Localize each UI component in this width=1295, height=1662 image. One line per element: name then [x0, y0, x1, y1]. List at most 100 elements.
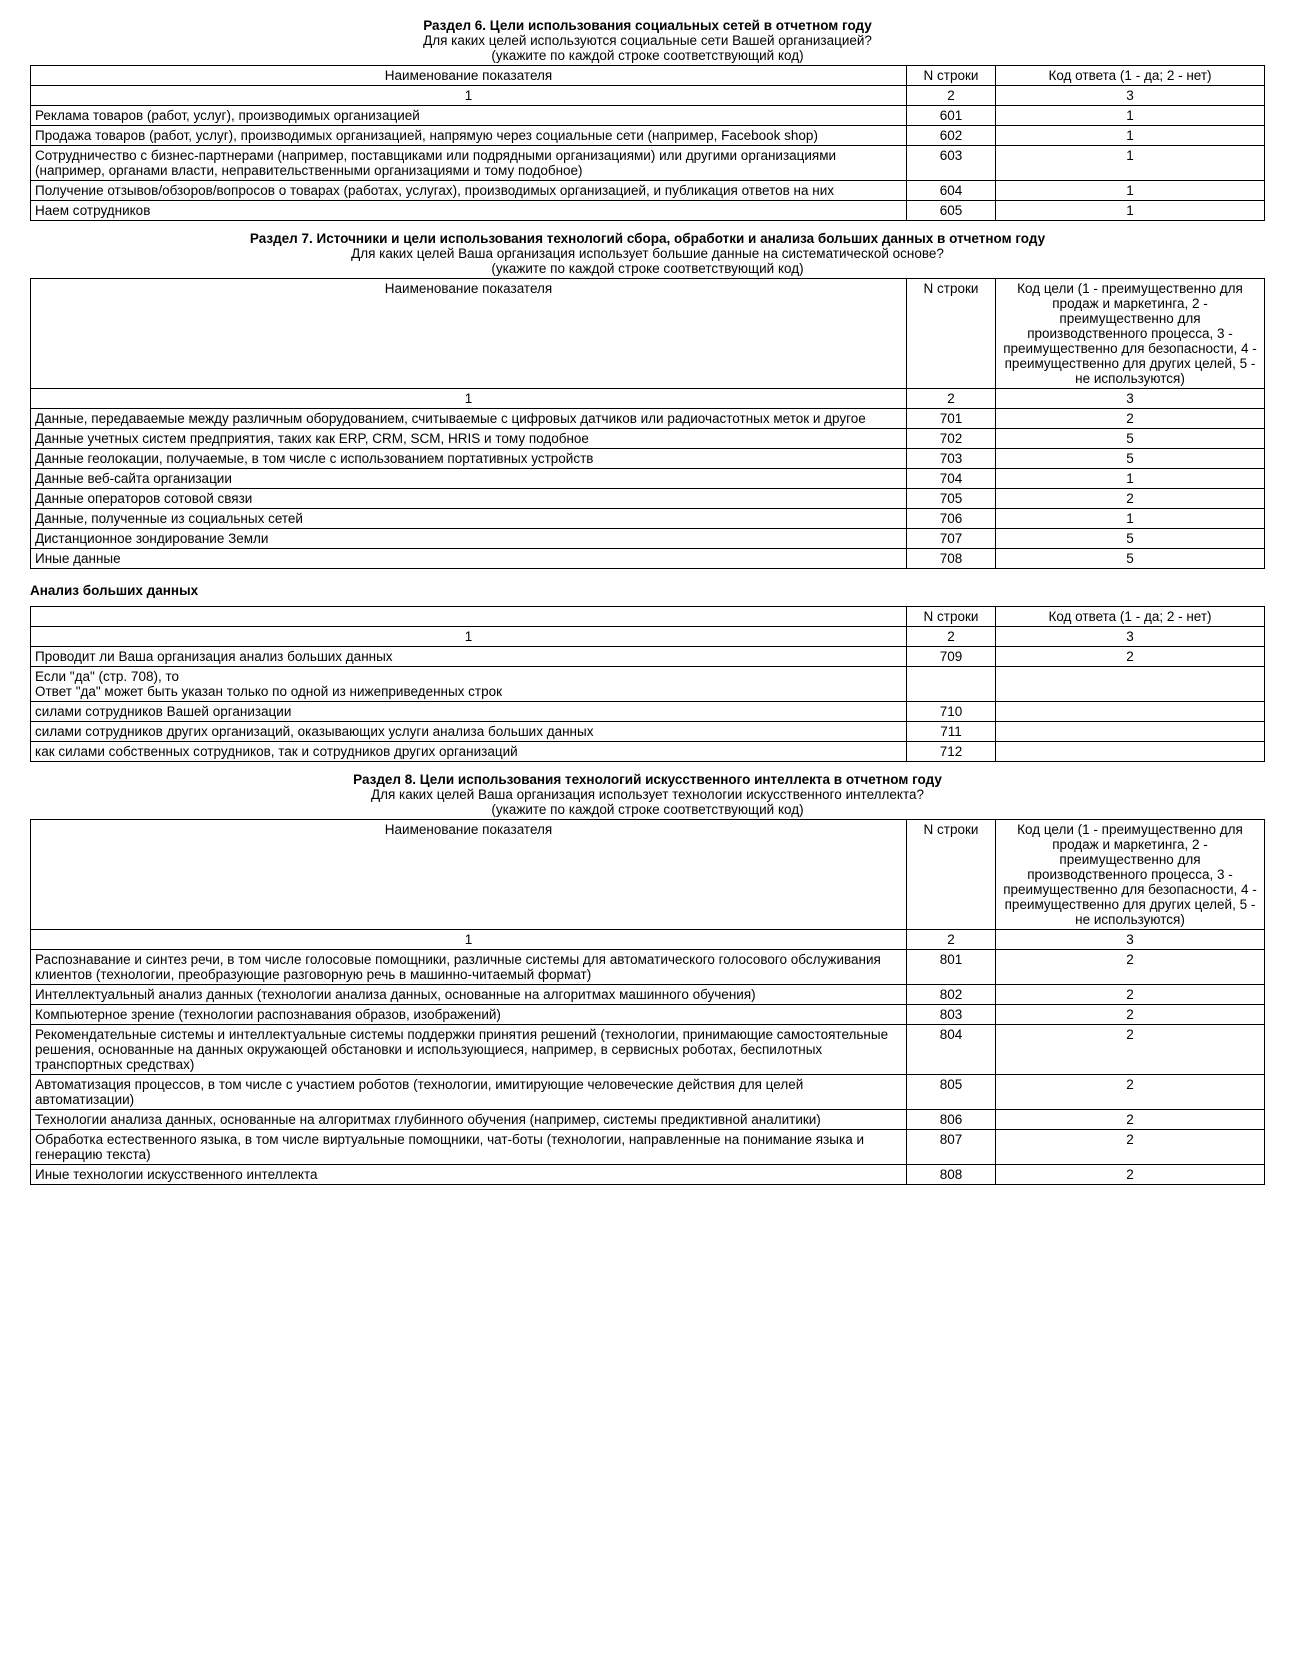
table-row: Продажа товаров (работ, услуг), производ…	[31, 126, 1265, 146]
section6-body: Реклама товаров (работ, услуг), производ…	[31, 106, 1265, 221]
table-row: Данные учетных систем предприятия, таких…	[31, 429, 1265, 449]
table-row: Данные, передаваемые между различным обо…	[31, 409, 1265, 429]
colnum-3: 3	[996, 86, 1265, 106]
col-code: Код ответа (1 - да; 2 - нет)	[996, 66, 1265, 86]
cell-code: 2	[996, 1025, 1265, 1075]
cell-num: 808	[907, 1165, 996, 1185]
table-row: Компьютерное зрение (технологии распозна…	[31, 1005, 1265, 1025]
cell-code: 2	[996, 1075, 1265, 1110]
table-row: Распознавание и синтез речи, в том числе…	[31, 950, 1265, 985]
cell-name: Обработка естественного языка, в том чис…	[31, 1130, 907, 1165]
cell-code: 5	[996, 449, 1265, 469]
col-num: N строки	[907, 820, 996, 930]
colnum-3: 3	[996, 389, 1265, 409]
cell-code	[996, 722, 1265, 742]
cell-name: Продажа товаров (работ, услуг), производ…	[31, 126, 907, 146]
colnum-3: 3	[996, 627, 1265, 647]
cell-num: 601	[907, 106, 996, 126]
cell-name: Данные геолокации, получаемые, в том чис…	[31, 449, 907, 469]
cell-name: Получение отзывов/обзоров/вопросов о тов…	[31, 181, 907, 201]
cell-name: Наем сотрудников	[31, 201, 907, 221]
cell-name: Технологии анализа данных, основанные на…	[31, 1110, 907, 1130]
cell-code: 5	[996, 429, 1265, 449]
cell-code: 2	[996, 1110, 1265, 1130]
cell-name: Реклама товаров (работ, услуг), производ…	[31, 106, 907, 126]
section8-title: Раздел 8. Цели использования технологий …	[30, 772, 1265, 787]
col-code: Код цели (1 - преимущественно для продаж…	[996, 279, 1265, 389]
cell-code: 1	[996, 181, 1265, 201]
section7b-heading: Анализ больших данных	[30, 583, 1265, 598]
cell-num: 804	[907, 1025, 996, 1075]
col-name	[31, 607, 907, 627]
cell-name: Данные, полученные из социальных сетей	[31, 509, 907, 529]
cell-name: как силами собственных сотрудников, так …	[31, 742, 907, 762]
table-colnum-row: 1 2 3	[31, 86, 1265, 106]
col-name: Наименование показателя	[31, 66, 907, 86]
cell-name: Автоматизация процессов, в том числе с у…	[31, 1075, 907, 1110]
col-num: N строки	[907, 66, 996, 86]
colnum-2: 2	[907, 86, 996, 106]
colnum-3: 3	[996, 930, 1265, 950]
cell-num: 703	[907, 449, 996, 469]
table-header-row: Наименование показателя N строки Код цел…	[31, 820, 1265, 930]
cell-num: 807	[907, 1130, 996, 1165]
section6-title: Раздел 6. Цели использования социальных …	[30, 18, 1265, 33]
table-row: Данные веб-сайта организации7041	[31, 469, 1265, 489]
cell-code: 2	[996, 985, 1265, 1005]
cell-num: 710	[907, 702, 996, 722]
section8-sub2: (укажите по каждой строке соответствующи…	[30, 802, 1265, 817]
table-header-row: Наименование показателя N строки Код цел…	[31, 279, 1265, 389]
table-row: силами сотрудников других организаций, о…	[31, 722, 1265, 742]
cell-code: 1	[996, 509, 1265, 529]
colnum-2: 2	[907, 930, 996, 950]
table-row: как силами собственных сотрудников, так …	[31, 742, 1265, 762]
cell-name: Компьютерное зрение (технологии распозна…	[31, 1005, 907, 1025]
cell-num: 602	[907, 126, 996, 146]
section8-table: Наименование показателя N строки Код цел…	[30, 819, 1265, 1185]
table-row: Сотрудничество с бизнес-партнерами (напр…	[31, 146, 1265, 181]
cell-num: 802	[907, 985, 996, 1005]
cell-code: 2	[996, 1130, 1265, 1165]
cell-num: 705	[907, 489, 996, 509]
table-row: Обработка естественного языка, в том чис…	[31, 1130, 1265, 1165]
cell-code: 2	[996, 950, 1265, 985]
section7-body: Данные, передаваемые между различным обо…	[31, 409, 1265, 569]
table-header-row: N строки Код ответа (1 - да; 2 - нет)	[31, 607, 1265, 627]
cell-num: 712	[907, 742, 996, 762]
table-row: Рекомендательные системы и интеллектуаль…	[31, 1025, 1265, 1075]
cell-num: 711	[907, 722, 996, 742]
table-row: Иные данные7085	[31, 549, 1265, 569]
colnum-2: 2	[907, 627, 996, 647]
colnum-1: 1	[31, 627, 907, 647]
cell-name: Данные учетных систем предприятия, таких…	[31, 429, 907, 449]
table-header-row: Наименование показателя N строки Код отв…	[31, 66, 1265, 86]
cell-num: 701	[907, 409, 996, 429]
cell-num	[907, 667, 996, 702]
cell-num: 706	[907, 509, 996, 529]
table-row: Данные, полученные из социальных сетей70…	[31, 509, 1265, 529]
section7-sub2: (укажите по каждой строке соответствующи…	[30, 261, 1265, 276]
cell-code: 1	[996, 146, 1265, 181]
cell-code: 1	[996, 126, 1265, 146]
cell-code	[996, 702, 1265, 722]
section8-body: Распознавание и синтез речи, в том числе…	[31, 950, 1265, 1185]
col-code: Код цели (1 - преимущественно для продаж…	[996, 820, 1265, 930]
table-row: Получение отзывов/обзоров/вопросов о тов…	[31, 181, 1265, 201]
cell-name: Распознавание и синтез речи, в том числе…	[31, 950, 907, 985]
cell-code: 2	[996, 489, 1265, 509]
cell-num: 605	[907, 201, 996, 221]
colnum-1: 1	[31, 86, 907, 106]
table-row: Автоматизация процессов, в том числе с у…	[31, 1075, 1265, 1110]
cell-code: 2	[996, 1165, 1265, 1185]
section6-table: Наименование показателя N строки Код отв…	[30, 65, 1265, 221]
colnum-2: 2	[907, 389, 996, 409]
cell-code	[996, 667, 1265, 702]
cell-name: Иные данные	[31, 549, 907, 569]
cell-num: 604	[907, 181, 996, 201]
cell-code: 2	[996, 1005, 1265, 1025]
cell-code: 1	[996, 201, 1265, 221]
col-num: N строки	[907, 279, 996, 389]
cell-code: 2	[996, 409, 1265, 429]
cell-num: 801	[907, 950, 996, 985]
table-row: Данные геолокации, получаемые, в том чис…	[31, 449, 1265, 469]
